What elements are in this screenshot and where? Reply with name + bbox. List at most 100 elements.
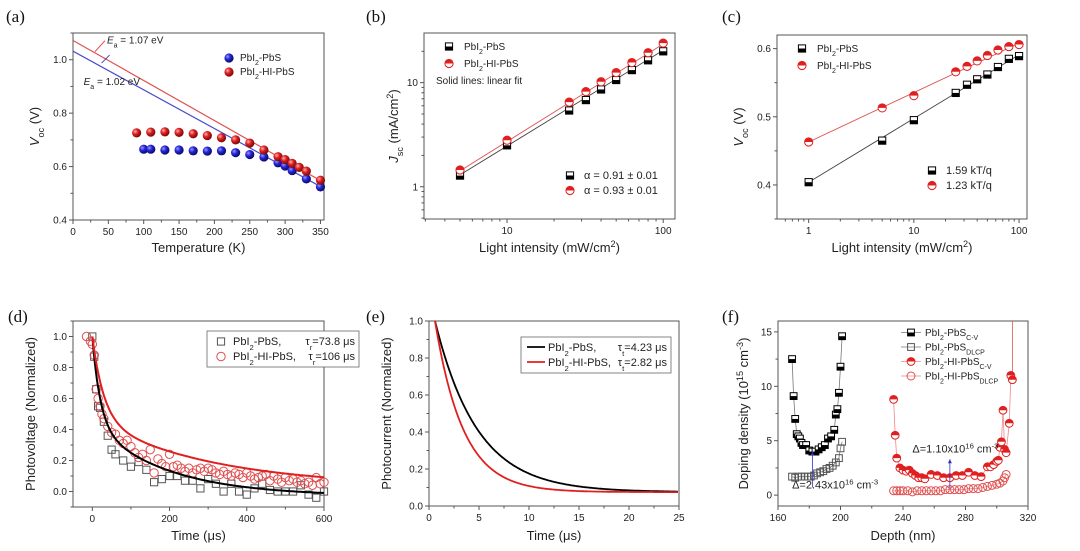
data-point	[1001, 448, 1011, 458]
data-point	[565, 106, 574, 115]
marker-fill	[973, 79, 981, 83]
data-point	[804, 178, 813, 187]
y-tick-label: 10	[761, 382, 773, 393]
data-point	[174, 127, 184, 137]
marker-fill	[964, 468, 973, 473]
panel-f: (f) 160 200 240 280 320 0 5 10 15 Depth (nm) Doping…	[722, 307, 1037, 543]
marker-fill	[939, 473, 948, 478]
data-point	[219, 487, 228, 496]
data-point	[982, 50, 992, 61]
legend-entry: PbI2-PbS	[464, 42, 505, 56]
y-tick-label: 0.2	[409, 465, 423, 476]
data-point	[160, 462, 171, 472]
data-point	[92, 385, 101, 394]
data-point	[920, 474, 930, 484]
panel-label: (b)	[366, 7, 386, 26]
marker-fill	[581, 87, 591, 92]
data-point	[903, 486, 913, 496]
marker-fill	[804, 137, 813, 142]
marker-fill	[827, 436, 835, 440]
marker-fill	[927, 470, 936, 475]
marker-fill	[565, 98, 574, 103]
data-point	[165, 471, 174, 481]
marker-fill	[565, 186, 575, 191]
data-point	[611, 67, 621, 78]
legend-entry: PbI2-PbSC-V	[925, 328, 979, 342]
data-point	[242, 490, 251, 499]
data-point	[939, 473, 949, 483]
x-axis-label: Temperature (K)	[152, 240, 246, 255]
y-axis-label: Photocurrent (Normalized)	[379, 337, 394, 489]
y-tick-label: 0.4	[409, 428, 423, 439]
data-point	[85, 336, 96, 346]
data-point	[830, 425, 839, 434]
marker-fill	[993, 45, 1003, 50]
fit-curve	[91, 336, 325, 479]
data-point	[319, 477, 329, 487]
data-point	[993, 45, 1003, 55]
marker-fill	[889, 395, 898, 400]
marker-fill	[951, 67, 960, 72]
data-point	[160, 145, 170, 155]
marker-fill	[627, 58, 636, 63]
x-axis-label: Light intensity (mW/cm2)	[479, 239, 620, 255]
legend-entry: PbI2-HI-PbS	[464, 59, 519, 73]
data-point	[280, 155, 290, 165]
data-point	[907, 328, 915, 337]
data-point	[797, 44, 807, 53]
decay-curve	[434, 320, 678, 493]
x-tick-label: 100	[1011, 226, 1028, 237]
y-tick-label: 0.8	[53, 363, 67, 374]
marker-fill	[659, 39, 668, 44]
data-point	[202, 130, 212, 141]
data-point	[838, 332, 846, 341]
data-point	[231, 135, 241, 145]
y-tick-label: 0.8	[409, 354, 423, 365]
data-point	[1014, 52, 1024, 61]
series-line	[893, 474, 1007, 493]
data-point	[202, 146, 212, 156]
marker-fill	[1002, 448, 1011, 453]
y-tick-label: 0	[766, 491, 772, 502]
data-point	[983, 70, 992, 79]
fit-result-label: α = 0.93 ± 0.01	[584, 185, 658, 197]
x-tick-label: 100	[135, 227, 152, 238]
data-point	[926, 486, 936, 496]
x-tick-label: 5	[476, 513, 482, 524]
data-point	[245, 138, 255, 148]
legend-box	[206, 330, 360, 368]
y-tick-label: 15	[761, 327, 773, 338]
data-point	[231, 148, 241, 158]
legend-entry: PbI2-PbS	[240, 53, 281, 67]
marker-fill	[952, 471, 961, 476]
marker-fill	[983, 74, 991, 79]
legend-entry: PbI2-PbS,	[233, 336, 281, 352]
data-point	[973, 484, 983, 494]
data-point	[502, 135, 512, 145]
data-point	[180, 476, 190, 485]
y-tick-label: 1.0	[53, 55, 67, 66]
x-tick-label: 200	[832, 513, 849, 524]
data-point	[581, 87, 591, 97]
data-point	[906, 357, 916, 366]
legend-entry: PbI2-HI-PbS	[817, 61, 872, 75]
legend-entry: PbI2-PbS,	[548, 342, 596, 358]
data-point	[906, 371, 916, 381]
y-tick-label: 0.4	[53, 216, 67, 227]
x-axis-label: Light intensity (mW/cm2)	[832, 239, 973, 255]
data-point	[141, 455, 152, 466]
legend-entry: PbI2-PbSDLCP	[925, 343, 985, 357]
x-tick-label: 350	[312, 227, 329, 238]
data-point	[596, 85, 606, 94]
data-point	[1014, 39, 1024, 50]
marker-fill	[878, 103, 887, 108]
data-point	[950, 485, 960, 495]
data-point	[564, 97, 574, 107]
data-point	[91, 384, 101, 394]
legend-note: Solid lines: linear fit	[436, 76, 522, 87]
data-point	[643, 56, 653, 65]
marker-fill	[791, 418, 799, 423]
data-point	[658, 38, 668, 48]
data-point	[964, 484, 974, 494]
marker-fill	[659, 51, 667, 55]
